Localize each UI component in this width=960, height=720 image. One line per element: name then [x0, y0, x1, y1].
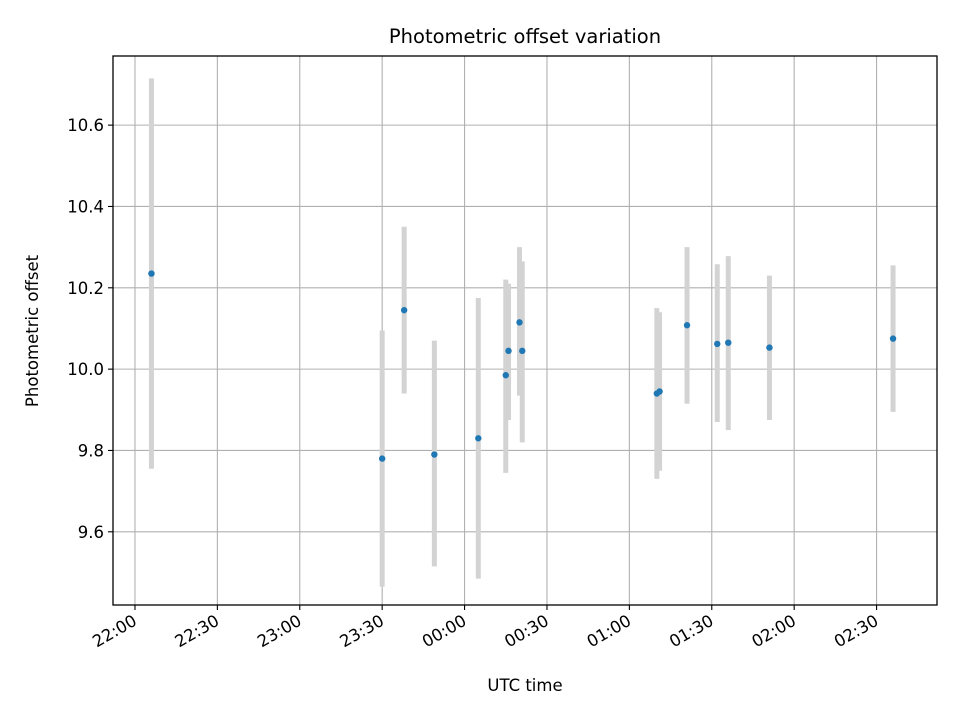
- data-point: [148, 270, 155, 277]
- y-tick-label: 9.8: [78, 441, 104, 460]
- chart-title: Photometric offset variation: [389, 25, 661, 48]
- data-point: [714, 340, 721, 348]
- data-point: [400, 306, 408, 314]
- y-tick-label: 10.6: [67, 116, 104, 135]
- data-point: [431, 451, 438, 458]
- y-tick-label: 10.0: [67, 360, 104, 379]
- data-point: [378, 455, 386, 462]
- y-tick-label: 10.2: [67, 279, 104, 298]
- y-tick-label: 10.4: [67, 197, 104, 216]
- data-point: [502, 372, 509, 379]
- grid-layer: [113, 56, 937, 605]
- y-tick-label: 9.6: [78, 523, 104, 542]
- data-point: [725, 339, 732, 346]
- data-point: [889, 335, 897, 342]
- y-axis-label: Photometric offset: [23, 254, 42, 407]
- data-point: [656, 388, 663, 395]
- data-point: [475, 435, 482, 442]
- x-axis-label: UTC time: [487, 676, 562, 695]
- data-point: [766, 344, 773, 351]
- data-point: [505, 347, 512, 355]
- plot-frame: [112, 55, 938, 606]
- point-layer: [148, 270, 897, 462]
- data-point: [683, 322, 691, 329]
- data-point: [516, 319, 523, 326]
- data-point: [519, 347, 526, 355]
